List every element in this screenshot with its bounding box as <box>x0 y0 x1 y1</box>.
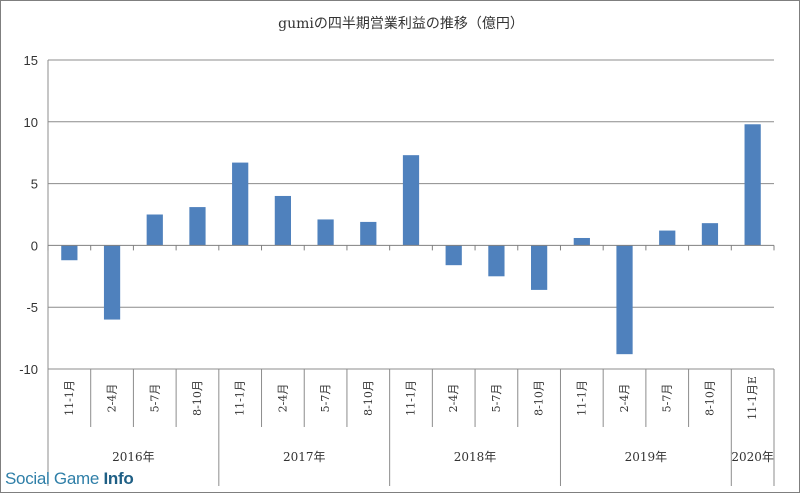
x-tick-label: 5-7月 <box>148 384 161 413</box>
x-tick-label: 5-7月 <box>661 384 674 413</box>
x-tick-label: 5-7月 <box>490 384 503 413</box>
x-tick-label: 8-10月 <box>703 380 716 416</box>
bar-8 <box>360 221 377 246</box>
bar-4 <box>189 207 206 246</box>
x-tick-label: 2-4月 <box>106 384 119 413</box>
x-tick-label: 11-1月E <box>746 376 759 420</box>
chart-title: gumiの四半期営業利益の推移（億円） <box>278 16 524 32</box>
x-tick-label: 2-4月 <box>618 384 631 413</box>
y-tick-label: -5 <box>26 300 38 315</box>
y-tick-label: 10 <box>24 115 38 130</box>
y-tick-label: -10 <box>19 362 38 377</box>
x-tick-label: 2-4月 <box>447 384 460 413</box>
y-tick-label: 15 <box>24 53 38 68</box>
bar-17 <box>744 124 761 246</box>
x-tick-label: 11-1月 <box>405 380 418 416</box>
bar-13 <box>573 237 590 246</box>
bar-16 <box>701 223 719 246</box>
year-group-label: 2020年 <box>731 450 774 464</box>
y-tick-label: 5 <box>31 177 38 192</box>
year-group-label: 2019年 <box>625 450 668 464</box>
bar-12 <box>531 245 548 290</box>
bar-1 <box>61 245 78 261</box>
bar-3 <box>146 214 163 246</box>
watermark-logo: Social Game Info <box>5 469 134 489</box>
x-tick-label: 5-7月 <box>319 384 332 413</box>
bar-14 <box>616 245 633 355</box>
x-tick-label: 11-1月 <box>63 380 76 416</box>
x-tick-label: 11-1月 <box>575 380 588 416</box>
bar-9 <box>402 155 420 246</box>
x-tick-label: 8-10月 <box>191 380 204 416</box>
watermark-text-info: Info <box>103 469 134 488</box>
x-tick-label: 8-10月 <box>362 380 375 416</box>
year-group-label: 2018年 <box>454 450 497 464</box>
y-tick-label: 0 <box>31 238 38 253</box>
bar-5 <box>232 162 249 246</box>
x-tick-label: 11-1月 <box>234 380 247 416</box>
year-group-label: 2016年 <box>112 450 155 464</box>
bar-2 <box>103 245 121 320</box>
watermark-text-social-game: Social Game <box>5 469 104 488</box>
bar-10 <box>445 245 462 266</box>
x-tick-label: 8-10月 <box>533 380 546 416</box>
bar-7 <box>317 219 334 246</box>
bar-11 <box>488 245 505 277</box>
bar-15 <box>659 230 676 246</box>
bar-6 <box>274 195 291 246</box>
year-group-label: 2017年 <box>283 450 326 464</box>
x-tick-label: 2-4月 <box>276 384 289 413</box>
